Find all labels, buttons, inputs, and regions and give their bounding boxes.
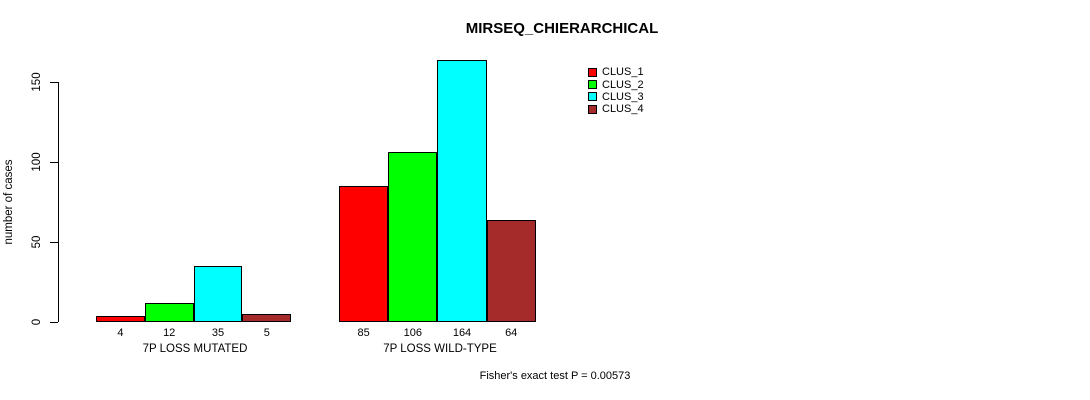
bar-value-label: 106 <box>403 327 422 339</box>
y-axis-tick-mark <box>50 81 58 83</box>
bar-value-label: 64 <box>505 327 518 339</box>
bar-clus_2-group1 <box>144 302 194 322</box>
legend: CLUS_1 CLUS_2 CLUS_3 CLUS_4 <box>588 66 644 116</box>
x-group-label-wild-type: 7P LOSS WILD-TYPE <box>383 343 497 355</box>
bar-value-label: 164 <box>452 327 472 339</box>
chart-title: MIRSEQ_CHIERARCHICAL <box>465 20 659 37</box>
bar-value-label: 5 <box>263 327 270 339</box>
legend-swatch-clus1-icon <box>588 67 597 77</box>
y-axis-tick-label: 50 <box>31 235 43 249</box>
bar-clus_2-group2 <box>388 152 438 322</box>
legend-label-clus4: CLUS_4 <box>602 103 644 116</box>
bar-value-label: 12 <box>163 327 176 339</box>
legend-item-clus2: CLUS_2 <box>588 78 644 91</box>
y-axis-tick-label: 150 <box>31 72 43 92</box>
bar-clus_1-group1 <box>96 315 145 322</box>
bar-clus_3-group2 <box>437 59 487 322</box>
bar-value-label: 4 <box>117 327 124 339</box>
y-axis-tick-mark <box>50 241 58 243</box>
bar-clus_3-group1 <box>193 266 243 322</box>
annotation-text: Fisher's exact test P = 0.00573 <box>479 370 631 382</box>
legend-label-clus3: CLUS_3 <box>602 90 644 103</box>
legend-label-clus1: CLUS_1 <box>602 66 644 79</box>
legend-swatch-clus4-icon <box>588 104 597 114</box>
bar-value-label: 35 <box>211 327 225 339</box>
y-axis-label: number of cases <box>3 159 15 245</box>
bar-clus_4-group1 <box>242 314 292 322</box>
x-group-label-mutated: 7P LOSS MUTATED <box>142 343 248 355</box>
legend-item-clus1: CLUS_1 <box>588 66 644 78</box>
y-axis-tick-label: 0 <box>31 318 43 326</box>
bar-clus_1-group2 <box>339 186 389 322</box>
y-axis-tick-label: 100 <box>31 152 43 172</box>
legend-item-clus3: CLUS_3 <box>588 91 644 103</box>
legend-label-clus2: CLUS_2 <box>602 78 644 91</box>
y-axis-tick-mark <box>50 321 58 323</box>
y-axis-line <box>58 82 59 322</box>
legend-item-clus4: CLUS_4 <box>588 103 644 115</box>
bar-clus_4-group2 <box>486 219 536 322</box>
legend-swatch-clus2-icon <box>588 80 597 90</box>
y-axis-tick-mark <box>50 161 58 163</box>
legend-swatch-clus3-icon <box>588 92 597 102</box>
bar-value-label: 85 <box>357 327 370 339</box>
